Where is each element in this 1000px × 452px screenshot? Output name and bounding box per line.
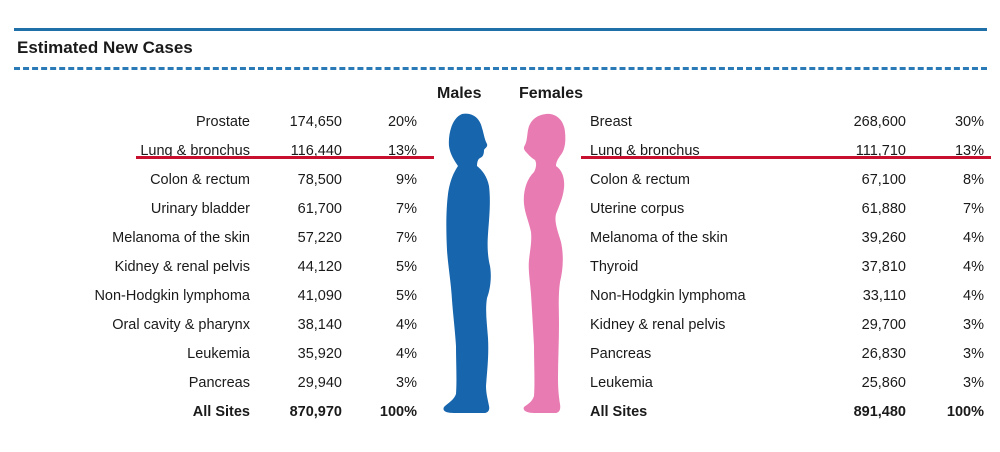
male-pct-cell: 100% — [379, 404, 417, 420]
female-cases-cell: 33,110 — [862, 288, 906, 304]
female-site-cell: Kidney & renal pelvis — [590, 317, 726, 333]
female-cases-cell: 25,860 — [861, 375, 906, 391]
male-table-row: Colon & rectum 78,500 9% — [0, 166, 430, 195]
female-table-row: Leukemia 25,860 3% — [580, 369, 990, 398]
male-cases-cell: 38,140 — [297, 317, 342, 333]
female-pct-cell: 4% — [963, 288, 984, 304]
female-cases-cell: 891,480 — [853, 404, 906, 420]
male-pct-cell: 5% — [396, 259, 417, 275]
male-table-row: Non-Hodgkin lymphoma 41,090 5% — [0, 282, 430, 311]
male-table-row: Melanoma of the skin 57,220 7% — [0, 224, 430, 253]
male-table-row: Lung & bronchus 116,440 13% — [0, 137, 430, 166]
female-pct-cell: 4% — [963, 230, 984, 246]
female-site-cell: Lung & bronchus — [590, 143, 700, 159]
female-cases-cell: 39,260 — [861, 230, 906, 246]
female-silhouette-icon — [523, 113, 566, 413]
male-pct-cell: 7% — [396, 201, 417, 217]
female-cases-cell: 268,600 — [853, 114, 906, 130]
male-cases-cell: 116,440 — [290, 143, 342, 159]
top-rule — [14, 28, 987, 31]
male-cases-cell: 61,700 — [297, 201, 342, 217]
male-cases-cell: 41,090 — [297, 288, 342, 304]
female-pct-cell: 7% — [963, 201, 984, 217]
male-pct-cell: 20% — [387, 114, 417, 130]
female-table-row: Melanoma of the skin 39,260 4% — [580, 224, 990, 253]
male-pct-cell: 4% — [396, 317, 417, 333]
female-lung-highlight-line — [581, 156, 991, 159]
female-table-row: Breast 268,600 30% — [580, 108, 990, 137]
female-pct-cell: 3% — [963, 375, 984, 391]
female-pct-cell: 3% — [963, 317, 984, 333]
female-table-row: Pancreas 26,830 3% — [580, 340, 990, 369]
female-pct-cell: 4% — [963, 259, 984, 275]
male-table-row: All Sites 870,970 100% — [0, 398, 430, 427]
male-site-cell: Pancreas — [188, 375, 250, 391]
female-pct-cell: 30% — [954, 114, 984, 130]
male-cases-cell: 78,500 — [297, 172, 342, 188]
male-silhouette-icon — [443, 113, 491, 414]
female-site-cell: All Sites — [590, 404, 648, 420]
female-table-row: Colon & rectum 67,100 8% — [580, 166, 990, 195]
female-cases-cell: 111,710 — [855, 143, 906, 159]
female-cases-cell: 61,880 — [861, 201, 906, 217]
male-site-cell: Lung & bronchus — [140, 143, 250, 159]
male-site-cell: Kidney & renal pelvis — [114, 259, 250, 275]
male-site-cell: All Sites — [192, 404, 250, 420]
female-site-cell: Colon & rectum — [590, 172, 690, 188]
females-table: Breast 268,600 30% Lung & bronchus 111,710 13… — [580, 108, 990, 427]
female-site-cell: Melanoma of the skin — [590, 230, 728, 246]
female-table-row: Uterine corpus 61,880 7% — [580, 195, 990, 224]
male-table-row: Prostate 174,650 20% — [0, 108, 430, 137]
male-cases-cell: 44,120 — [297, 259, 342, 275]
male-cases-cell: 29,940 — [297, 375, 342, 391]
page-title: Estimated New Cases — [17, 38, 193, 57]
male-table-row: Urinary bladder 61,700 7% — [0, 195, 430, 224]
female-table-row: Non-Hodgkin lymphoma 33,110 4% — [580, 282, 990, 311]
males-table: Prostate 174,650 20% Lung & bronchus 116,440… — [0, 108, 430, 427]
female-site-cell: Thyroid — [590, 259, 639, 275]
male-site-cell: Non-Hodgkin lymphoma — [94, 288, 250, 304]
male-pct-cell: 13% — [387, 143, 417, 159]
female-pct-cell: 3% — [963, 346, 984, 362]
male-site-cell: Prostate — [196, 114, 250, 130]
male-site-cell: Urinary bladder — [150, 201, 250, 217]
females-header: Females — [519, 85, 584, 102]
female-site-cell: Breast — [590, 114, 632, 130]
female-cases-cell: 26,830 — [861, 346, 906, 362]
female-table-row: Thyroid 37,810 4% — [580, 253, 990, 282]
female-site-cell: Leukemia — [590, 375, 653, 391]
male-cases-cell: 35,920 — [297, 346, 342, 362]
male-table-row: Kidney & renal pelvis 44,120 5% — [0, 253, 430, 282]
female-pct-cell: 100% — [946, 404, 984, 420]
male-cases-cell: 174,650 — [289, 114, 342, 130]
female-site-cell: Non-Hodgkin lymphoma — [590, 288, 746, 304]
male-cases-cell: 870,970 — [289, 404, 342, 420]
male-table-row: Pancreas 29,940 3% — [0, 369, 430, 398]
male-pct-cell: 3% — [396, 375, 417, 391]
male-table-row: Leukemia 35,920 4% — [0, 340, 430, 369]
female-pct-cell: 13% — [954, 143, 984, 159]
male-table-row: Oral cavity & pharynx 38,140 4% — [0, 311, 430, 340]
female-cases-cell: 67,100 — [861, 172, 906, 188]
male-pct-cell: 5% — [396, 288, 417, 304]
male-site-cell: Melanoma of the skin — [112, 230, 250, 246]
female-site-cell: Uterine corpus — [590, 201, 685, 217]
male-site-cell: Leukemia — [187, 346, 250, 362]
male-pct-cell: 9% — [396, 172, 417, 188]
female-cases-cell: 29,700 — [861, 317, 906, 333]
males-header: Males — [437, 85, 482, 102]
male-pct-cell: 4% — [396, 346, 417, 362]
male-lung-highlight-line — [136, 156, 434, 159]
female-pct-cell: 8% — [963, 172, 984, 188]
male-cases-cell: 57,220 — [297, 230, 342, 246]
male-site-cell: Colon & rectum — [150, 172, 250, 188]
dashed-divider — [14, 67, 987, 70]
female-site-cell: Pancreas — [590, 346, 652, 362]
female-table-row: Kidney & renal pelvis 29,700 3% — [580, 311, 990, 340]
female-cases-cell: 37,810 — [861, 259, 906, 275]
male-pct-cell: 7% — [396, 230, 417, 246]
female-table-row: All Sites 891,480 100% — [580, 398, 990, 427]
female-table-row: Lung & bronchus 111,710 13% — [580, 137, 990, 166]
male-site-cell: Oral cavity & pharynx — [112, 317, 250, 333]
